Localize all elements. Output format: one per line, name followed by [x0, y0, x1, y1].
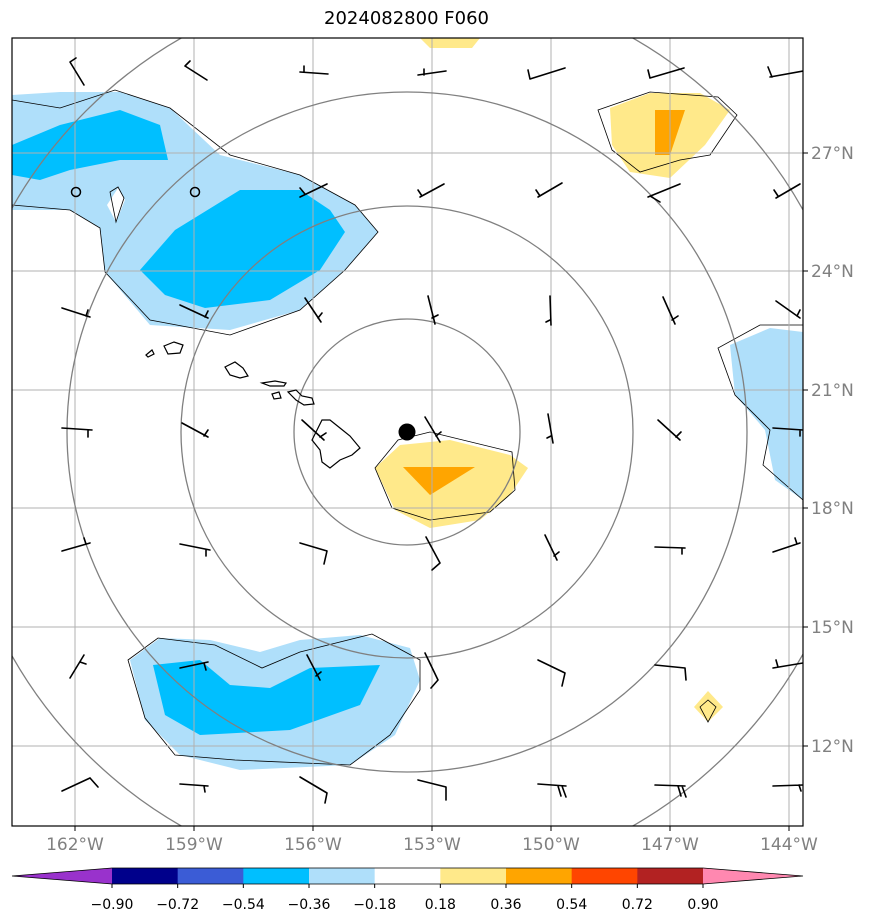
lat-label: 15°N — [811, 618, 854, 638]
colorbar-cell — [309, 868, 376, 884]
colorbar-extend-min — [12, 868, 112, 884]
colorbar-label: −0.72 — [156, 897, 199, 913]
negative-core-nw1 — [12, 110, 168, 180]
colorbar-cell — [177, 868, 244, 884]
island-niihau — [145, 349, 155, 358]
gap-white — [107, 188, 125, 222]
island-maui — [286, 389, 315, 406]
colorbar-label: −0.18 — [353, 897, 396, 913]
island-outlines — [145, 341, 361, 469]
latitude-labels: 27°N 24°N 21°N 18°N 15°N 12°N — [811, 144, 854, 757]
colorbar-label: 0.18 — [425, 897, 456, 913]
island-oahu — [224, 361, 249, 379]
lon-label: 159°W — [165, 835, 223, 855]
colorbar: −0.90 −0.72 −0.54 −0.36 −0.18 0.18 0.36 0.54 0.7… — [11, 867, 804, 913]
colorbar-label: 0.36 — [490, 897, 521, 913]
storm-center-marker — [398, 423, 416, 441]
colorbar-label: −0.54 — [222, 897, 265, 913]
lon-label: 150°W — [522, 835, 580, 855]
lat-label: 21°N — [811, 381, 854, 401]
colorbar-ticks — [111, 884, 704, 888]
small-island-circles — [70, 186, 201, 198]
lon-label: 156°W — [284, 835, 342, 855]
colorbar-cell — [243, 868, 310, 884]
island-hawaii — [311, 419, 361, 469]
colorbar-extend-max — [703, 868, 803, 884]
map-frame — [11, 37, 804, 827]
colorbar-label: −0.90 — [91, 897, 134, 913]
colorbar-label: −0.36 — [288, 897, 331, 913]
lat-label: 24°N — [811, 262, 854, 282]
range-rings — [12, 38, 803, 826]
lon-label: 144°W — [760, 835, 818, 855]
lat-label: 18°N — [811, 499, 854, 519]
wind-barbs — [61, 57, 803, 804]
positive-region-se — [694, 691, 723, 722]
island-kauai — [163, 341, 184, 355]
negative-core-s — [153, 660, 380, 735]
contour-fills — [12, 38, 803, 770]
colorbar-labels: −0.90 −0.72 −0.54 −0.36 −0.18 0.18 0.36 0.54 0.7… — [91, 897, 719, 913]
island-molokai — [259, 380, 288, 387]
contour-lines — [12, 89, 803, 766]
colorbar-cell — [506, 868, 573, 884]
colorbar-label: 0.90 — [687, 897, 718, 913]
lat-label: 12°N — [811, 737, 854, 757]
map-area — [12, 38, 803, 826]
lon-label: 153°W — [403, 835, 461, 855]
lon-label: 162°W — [46, 835, 104, 855]
longitude-labels: 162°W 159°W 156°W 153°W 150°W 147°W 144°… — [46, 835, 818, 855]
colorbar-cell — [440, 868, 507, 884]
negative-region-e — [730, 328, 803, 500]
colorbar-cell — [637, 868, 704, 884]
colorbar-cell — [571, 868, 638, 884]
colorbar-cell — [374, 868, 441, 884]
lat-label: 27°N — [811, 144, 854, 164]
colorbar-cell — [112, 868, 179, 884]
colorbar-label: 0.72 — [622, 897, 653, 913]
map-title: 2024082800 F060 — [324, 8, 489, 29]
island-lanai — [271, 391, 282, 400]
positive-region-top — [420, 38, 480, 48]
positive-region-center — [375, 440, 528, 528]
positive-core-center — [403, 467, 475, 495]
colorbar-label: 0.54 — [556, 897, 587, 913]
negative-core-nw2 — [140, 190, 345, 308]
tick-marks — [74, 152, 808, 831]
colorbar-cells — [11, 867, 804, 885]
lon-label: 147°W — [641, 835, 699, 855]
